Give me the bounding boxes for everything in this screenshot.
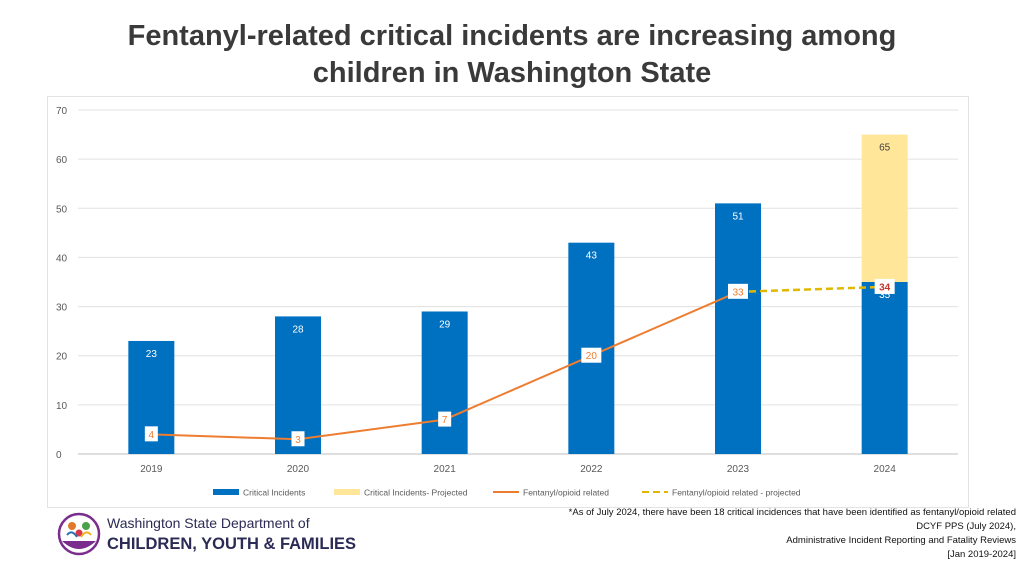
bar-value-label: 43 <box>586 251 598 262</box>
y-tick-label: 10 <box>56 401 68 412</box>
line-label-box <box>438 411 452 427</box>
bar-value-label: 23 <box>146 349 158 360</box>
line-label-box <box>291 431 305 447</box>
line-value-label: 3 <box>295 435 301 446</box>
y-tick-label: 20 <box>56 352 68 363</box>
y-tick-label: 0 <box>56 450 62 461</box>
chart-title: Fentanyl-related critical incidents are … <box>0 18 1024 92</box>
x-tick-label: 2022 <box>580 464 603 475</box>
legend-swatch <box>334 489 360 495</box>
bar-value-label: 29 <box>439 319 451 330</box>
x-tick-label: 2019 <box>140 464 163 475</box>
critical-incidents-bar <box>421 311 468 454</box>
line-value-label: 20 <box>586 351 598 362</box>
y-tick-label: 60 <box>56 155 68 166</box>
projected-label-box <box>874 278 895 294</box>
line-label-box <box>728 283 748 299</box>
footnote-line-3: Administrative Incident Reporting and Fa… <box>786 535 1016 546</box>
dcyf-logo-icon <box>57 512 101 556</box>
bar-value-label: 35 <box>879 290 891 301</box>
footnote-line-4: [Jan 2019-2024] <box>947 549 1016 560</box>
line-value-label: 7 <box>442 415 448 426</box>
bar-value-label: 28 <box>292 324 304 335</box>
legend-swatch <box>213 489 239 495</box>
title-line-2: children in Washington State <box>312 57 712 89</box>
chart-area: 0 10 20 30 40 50 60 70 2019 2020 2021 2022 2023 2024 6… <box>47 96 969 508</box>
x-tick-label: 2021 <box>434 464 457 475</box>
x-tick-label: 2023 <box>727 464 750 475</box>
y-tick-label: 70 <box>56 106 68 117</box>
y-tick-label: 50 <box>56 204 68 215</box>
dcyf-logo: Washington State Department of CHILDREN,… <box>56 511 356 559</box>
critical-incidents-bar <box>715 203 761 454</box>
line-value-label: 4 <box>149 430 155 441</box>
line-label-box <box>144 426 158 442</box>
title-line-1: Fentanyl-related critical incidents are … <box>127 20 897 52</box>
projected-bar-label: 65 <box>879 143 891 154</box>
footnote-line-2: DCYF PPS (July 2024), <box>916 521 1016 532</box>
logo-text-line-2: CHILDREN, YOUTH & FAMILIES <box>107 535 357 553</box>
footnote-line-1: *As of July 2024, there have been 18 cri… <box>568 507 1016 518</box>
projected-value-label: 34 <box>879 282 891 293</box>
line-value-label: 33 <box>732 287 744 298</box>
x-tick-label: 2024 <box>874 464 897 475</box>
footnote: *As of July 2024, there have been 18 cri… <box>546 506 1016 562</box>
critical-incidents-bar <box>275 316 321 454</box>
projected-bar <box>861 134 908 282</box>
legend-label: Critical Incidents- Projected <box>364 488 468 498</box>
legend-label: Critical Incidents <box>243 488 305 498</box>
legend-label: Fentanyl/opioid related - projected <box>672 488 801 498</box>
fentanyl-projected-line <box>737 285 885 294</box>
x-tick-label: 2020 <box>287 464 310 475</box>
line-label-box <box>581 347 602 363</box>
legend-label: Fentanyl/opioid related <box>523 488 609 498</box>
critical-incidents-bar <box>861 282 908 454</box>
y-tick-label: 30 <box>56 303 68 314</box>
logo-text-line-1: Washington State Department of <box>107 515 310 531</box>
bar-value-label: 51 <box>732 211 744 222</box>
y-tick-label: 40 <box>56 253 68 264</box>
